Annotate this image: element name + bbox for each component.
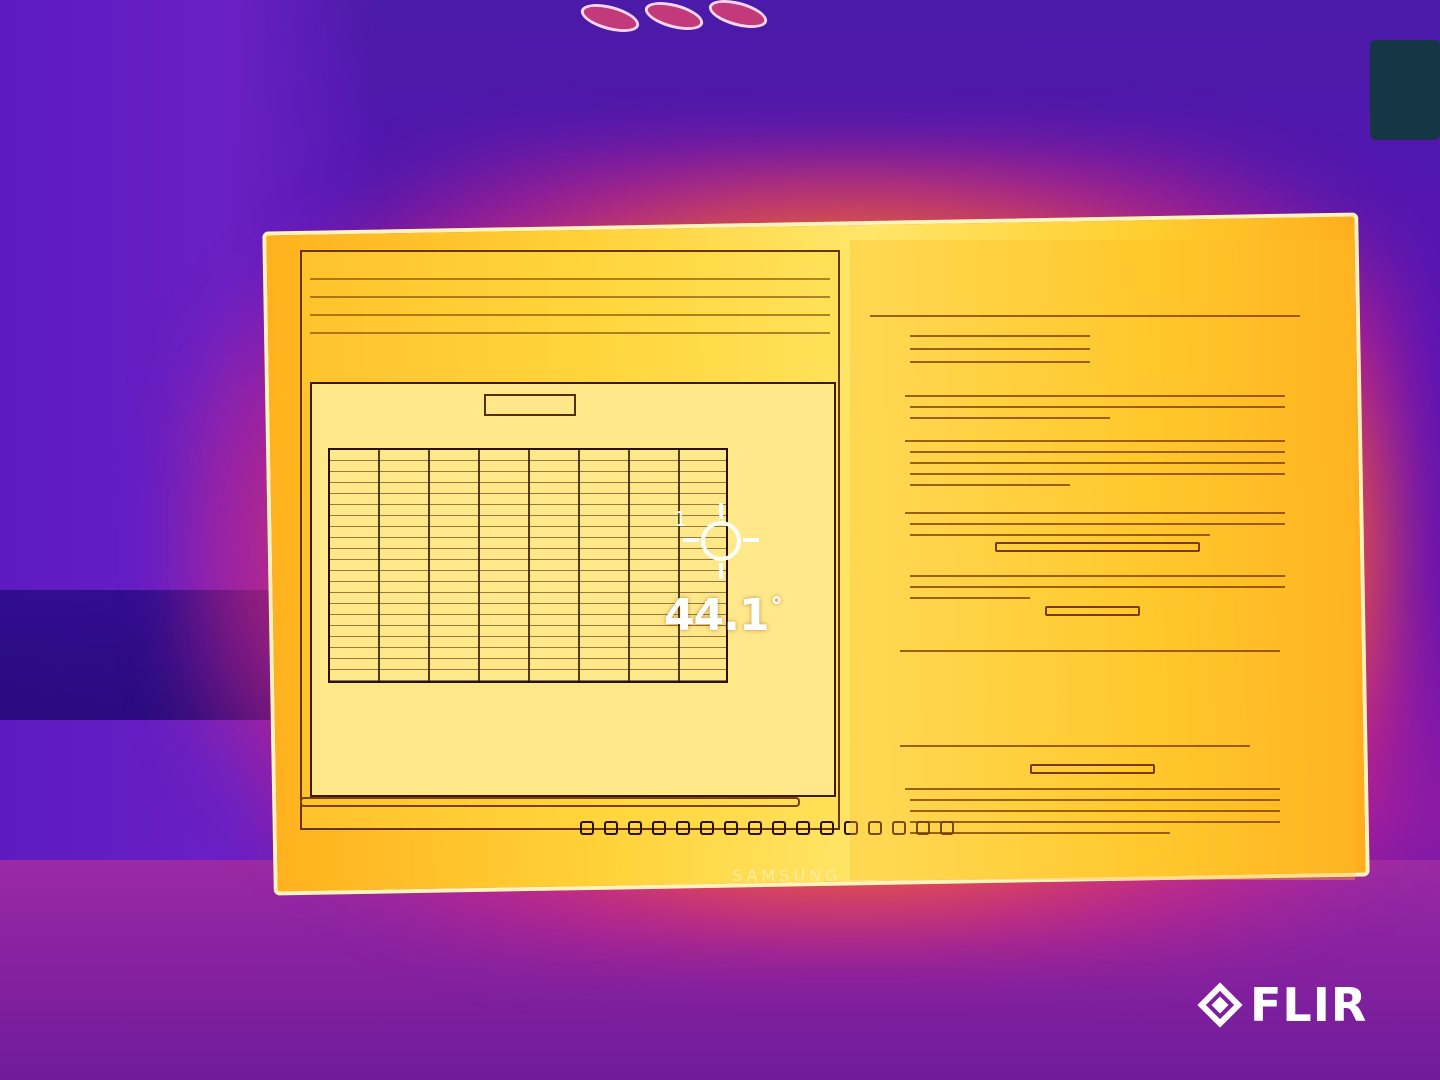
document-text-line bbox=[870, 315, 1300, 317]
document-text-line bbox=[910, 597, 1030, 599]
background-object bbox=[1370, 40, 1440, 140]
document-text-line bbox=[910, 361, 1090, 363]
document-formula-box bbox=[995, 542, 1200, 552]
temperature-value: 44.1 bbox=[664, 590, 769, 641]
document-text-line bbox=[910, 484, 1070, 486]
taskbar-app-icon bbox=[628, 821, 642, 835]
document-window bbox=[850, 240, 1355, 880]
spreadsheet-header-box bbox=[484, 394, 576, 416]
spreadsheet-window bbox=[300, 250, 840, 830]
flir-logo-text: FLIR bbox=[1250, 978, 1367, 1032]
taskbar-app-icon bbox=[772, 821, 786, 835]
taskbar-app-icon bbox=[652, 821, 666, 835]
document-text-line bbox=[910, 335, 1090, 337]
spreadsheet-scrollbar bbox=[300, 797, 800, 807]
document-text-line bbox=[910, 799, 1280, 801]
document-text-line bbox=[910, 348, 1090, 350]
document-text-line bbox=[905, 788, 1280, 790]
document-text-line bbox=[910, 575, 1285, 577]
document-text-line bbox=[910, 523, 1285, 525]
flir-logo: FLIR bbox=[1196, 970, 1406, 1040]
document-text-line bbox=[910, 451, 1285, 453]
document-text-line bbox=[905, 512, 1285, 514]
spreadsheet-table bbox=[328, 448, 728, 683]
document-text-line bbox=[900, 650, 1280, 652]
temperature-unit: ° bbox=[771, 592, 782, 620]
document-formula-box bbox=[1030, 764, 1155, 774]
document-text-line bbox=[910, 832, 1170, 834]
document-text-line bbox=[910, 821, 1280, 823]
document-text-line bbox=[910, 417, 1110, 419]
document-text-line bbox=[910, 406, 1285, 408]
ceiling-lights bbox=[580, 2, 780, 38]
document-text-line bbox=[900, 745, 1250, 747]
taskbar-app-icon bbox=[820, 821, 834, 835]
flir-diamond-icon bbox=[1196, 981, 1244, 1029]
taskbar-app-icon bbox=[724, 821, 738, 835]
document-text-line bbox=[910, 473, 1285, 475]
monitor-brand: SAMSUNG bbox=[732, 866, 841, 885]
taskbar-app-icon bbox=[604, 821, 618, 835]
document-text-line bbox=[910, 462, 1285, 464]
taskbar-app-icon bbox=[580, 821, 594, 835]
document-text-line bbox=[905, 395, 1285, 397]
document-text-line bbox=[910, 810, 1280, 812]
taskbar-app-icon bbox=[748, 821, 762, 835]
temperature-readout: 44.1° bbox=[664, 590, 782, 641]
document-text-line bbox=[910, 534, 1210, 536]
spreadsheet-ribbon bbox=[310, 262, 830, 362]
taskbar-app-icon bbox=[700, 821, 714, 835]
document-formula-box bbox=[1045, 606, 1140, 616]
spot-meter-crosshair-icon bbox=[683, 503, 759, 579]
taskbar-app-icon bbox=[796, 821, 810, 835]
spot-index-label: 1 bbox=[674, 507, 687, 531]
document-text-line bbox=[910, 586, 1285, 588]
document-text-line bbox=[905, 440, 1285, 442]
taskbar-app-icon bbox=[676, 821, 690, 835]
